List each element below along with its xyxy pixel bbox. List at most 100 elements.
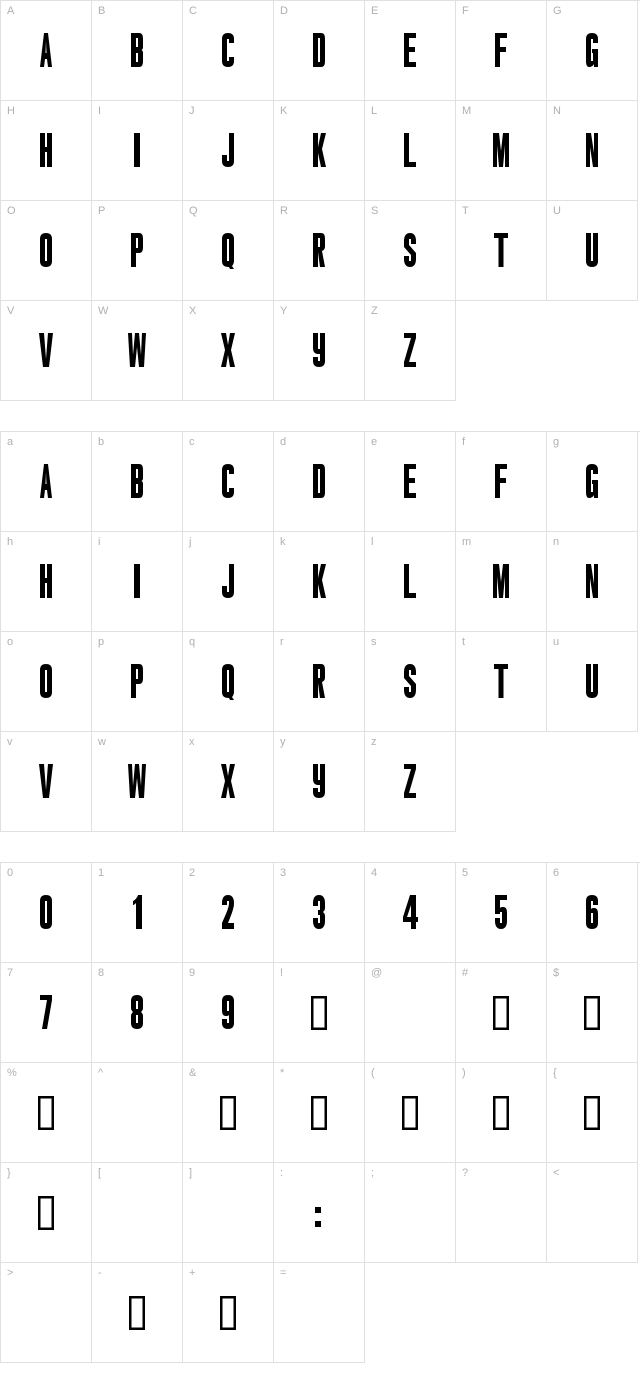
- glyph-label: l: [371, 536, 373, 548]
- glyph-cell: N: [547, 101, 638, 201]
- glyph-cell: 6: [547, 863, 638, 963]
- glyph-cell: f: [456, 432, 547, 532]
- glyph-icon: [38, 133, 54, 169]
- glyph-label: 8: [98, 967, 104, 979]
- glyph-cell: y: [274, 732, 365, 832]
- missing-glyph-icon: [402, 1096, 418, 1130]
- glyph-section-symbols: 0123456789!@#$%^&*(){}[]:;?<>-+=: [0, 862, 640, 1363]
- glyph-icon: [220, 664, 236, 700]
- glyph-label: u: [553, 636, 559, 648]
- glyph-label: 0: [7, 867, 13, 879]
- glyph-cell: 2: [183, 863, 274, 963]
- glyph-cell: C: [183, 1, 274, 101]
- glyph-icon: [311, 464, 327, 500]
- glyph-label: D: [280, 5, 288, 17]
- glyph-label: :: [280, 1167, 283, 1179]
- glyph-label: 2: [189, 867, 195, 879]
- glyph-label: #: [462, 967, 468, 979]
- glyph-icon: [402, 133, 418, 169]
- glyph-cell: 4: [365, 863, 456, 963]
- glyph-icon: [220, 995, 236, 1031]
- glyph-label: -: [98, 1267, 102, 1279]
- glyph-icon: [493, 33, 509, 69]
- glyph-cell: D: [274, 1, 365, 101]
- glyph-icon: [584, 33, 600, 69]
- glyph-label: =: [280, 1267, 286, 1279]
- glyph-label: J: [189, 105, 195, 117]
- glyph-label: Z: [371, 305, 378, 317]
- glyph-label: B: [98, 5, 105, 17]
- missing-glyph-icon: [220, 1296, 236, 1330]
- glyph-cell: ^: [92, 1063, 183, 1163]
- glyph-cell: {: [547, 1063, 638, 1163]
- glyph-cell: B: [92, 1, 183, 101]
- missing-glyph-icon: [584, 996, 600, 1030]
- glyph-cell: 7: [1, 963, 92, 1063]
- glyph-label: o: [7, 636, 13, 648]
- glyph-label: Q: [189, 205, 198, 217]
- glyph-label: K: [280, 105, 287, 117]
- glyph-cell: Z: [365, 301, 456, 401]
- glyph-label: P: [98, 205, 105, 217]
- glyph-cell: }: [1, 1163, 92, 1263]
- glyph-label: p: [98, 636, 104, 648]
- glyph-cell: w: [92, 732, 183, 832]
- glyph-cell: (: [365, 1063, 456, 1163]
- glyph-label: E: [371, 5, 378, 17]
- glyph-cell: ]: [183, 1163, 274, 1263]
- glyph-cell: G: [547, 1, 638, 101]
- glyph-icon: [220, 564, 236, 600]
- glyph-label: @: [371, 967, 382, 979]
- glyph-label: y: [280, 736, 286, 748]
- glyph-label: 7: [7, 967, 13, 979]
- glyph-cell: A: [1, 1, 92, 101]
- missing-glyph-icon: [311, 1096, 327, 1130]
- glyph-label: L: [371, 105, 377, 117]
- glyph-label: <: [553, 1167, 559, 1179]
- glyph-label: ?: [462, 1167, 468, 1179]
- glyph-icon: [493, 233, 509, 269]
- glyph-cell: F: [456, 1, 547, 101]
- glyph-label: 3: [280, 867, 286, 879]
- glyph-label: %: [7, 1067, 17, 1079]
- glyph-label: &: [189, 1067, 196, 1079]
- glyph-label: S: [371, 205, 378, 217]
- glyph-icon: [402, 564, 418, 600]
- glyph-cell: =: [274, 1263, 365, 1363]
- glyph-icon: [402, 333, 418, 369]
- glyph-label: X: [189, 305, 196, 317]
- glyph-cell: 9: [183, 963, 274, 1063]
- glyph-icon: [311, 333, 327, 369]
- glyph-icon: [311, 895, 327, 931]
- missing-glyph-icon: [129, 1296, 145, 1330]
- missing-glyph-icon: [220, 1096, 236, 1130]
- glyph-cell: !: [274, 963, 365, 1063]
- glyph-label: a: [7, 436, 13, 448]
- glyph-icon: [311, 133, 327, 169]
- glyph-label: W: [98, 305, 108, 317]
- glyph-cell: T: [456, 201, 547, 301]
- glyph-grid: abcdefghijklmnopqrstuvwxyz: [0, 431, 640, 832]
- glyph-icon: [220, 133, 236, 169]
- glyph-cell: &: [183, 1063, 274, 1163]
- glyph-label: T: [462, 205, 469, 217]
- glyph-label: i: [98, 536, 100, 548]
- glyph-cell: >: [1, 1263, 92, 1363]
- glyph-label: h: [7, 536, 13, 548]
- glyph-label: G: [553, 5, 562, 17]
- glyph-icon: [220, 464, 236, 500]
- glyph-icon: [311, 764, 327, 800]
- glyph-label: ^: [98, 1067, 103, 1079]
- glyph-cell: H: [1, 101, 92, 201]
- missing-glyph-icon: [311, 996, 327, 1030]
- glyph-icon: [402, 764, 418, 800]
- glyph-label: x: [189, 736, 195, 748]
- glyph-icon: [311, 564, 327, 600]
- glyph-label: R: [280, 205, 288, 217]
- glyph-label: v: [7, 736, 13, 748]
- glyph-cell: +: [183, 1263, 274, 1363]
- missing-glyph-icon: [493, 996, 509, 1030]
- glyph-icon: [584, 664, 600, 700]
- glyph-label: A: [7, 5, 14, 17]
- glyph-cell: 3: [274, 863, 365, 963]
